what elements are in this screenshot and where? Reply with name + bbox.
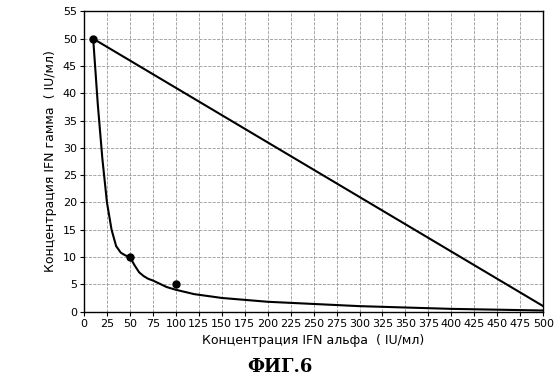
Y-axis label: Концентрация IFN гамма  ( IU/мл): Концентрация IFN гамма ( IU/мл)	[44, 51, 57, 272]
X-axis label: Концентрация IFN альфа  ( IU/мл): Концентрация IFN альфа ( IU/мл)	[203, 334, 424, 347]
Text: ФИГ.6: ФИГ.6	[248, 358, 312, 376]
